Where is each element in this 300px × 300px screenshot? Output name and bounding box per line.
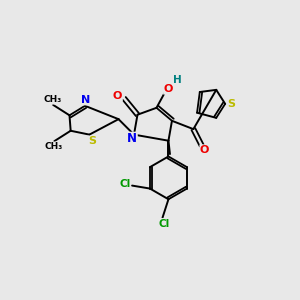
Text: CH₃: CH₃ (44, 95, 62, 104)
Text: O: O (200, 145, 209, 155)
Text: CH₃: CH₃ (45, 142, 63, 151)
Text: H: H (173, 75, 182, 85)
Text: N: N (81, 95, 90, 105)
Text: O: O (164, 84, 173, 94)
Text: S: S (88, 136, 96, 146)
Text: S: S (228, 99, 236, 109)
Text: Cl: Cl (119, 179, 130, 189)
Text: Cl: Cl (158, 219, 169, 229)
Text: N: N (127, 132, 137, 145)
Text: O: O (113, 91, 122, 101)
